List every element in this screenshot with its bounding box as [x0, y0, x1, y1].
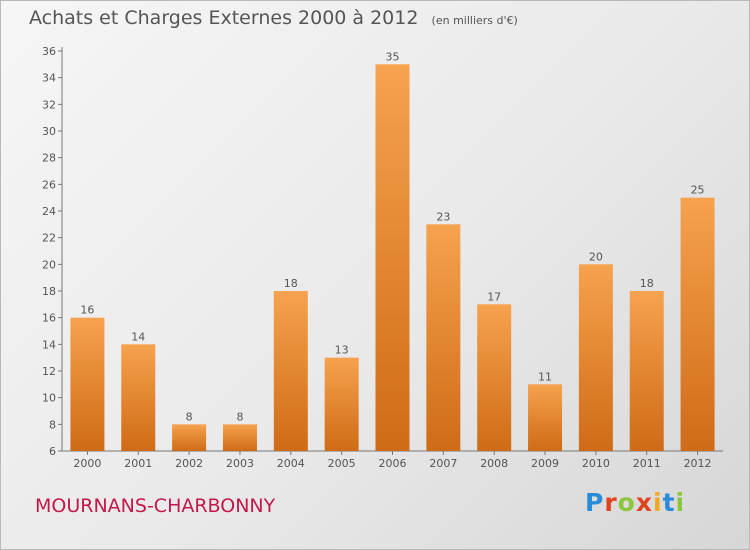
- x-tick-label: 2012: [684, 457, 712, 470]
- chart-subtitle: (en milliers d'€): [431, 14, 518, 27]
- x-tick-label: 2000: [73, 457, 101, 470]
- bar: [680, 197, 715, 451]
- data-label: 8: [186, 410, 193, 423]
- bar: [629, 291, 664, 451]
- x-tick-label: 2004: [277, 457, 305, 470]
- y-tick-label: 28: [42, 152, 56, 165]
- logo-letter: o: [617, 488, 636, 517]
- bar: [578, 264, 613, 451]
- y-tick-label: 14: [42, 338, 56, 351]
- x-tick-label: 2001: [124, 457, 152, 470]
- data-label: 18: [284, 277, 298, 290]
- logo-letter: t: [662, 488, 676, 517]
- x-tick-label: 2009: [531, 457, 559, 470]
- bar: [273, 291, 308, 451]
- data-label: 35: [386, 50, 400, 63]
- bar: [172, 424, 207, 451]
- title-line: Achats et Charges Externes 2000 à 2012 (…: [29, 7, 518, 29]
- x-tick-label: 2006: [379, 457, 407, 470]
- x-tick-label: 2007: [429, 457, 457, 470]
- y-tick-label: 26: [42, 178, 56, 191]
- data-label: 16: [80, 304, 94, 317]
- bar: [375, 64, 410, 452]
- data-label: 18: [640, 277, 654, 290]
- data-label: 25: [691, 184, 705, 197]
- x-tick-label: 2002: [175, 457, 203, 470]
- y-tick-label: 34: [42, 72, 56, 85]
- y-tick-label: 20: [42, 258, 56, 271]
- logo-letter: r: [604, 488, 618, 517]
- y-tick-label: 12: [42, 365, 56, 378]
- bar: [324, 357, 359, 451]
- data-label: 14: [131, 330, 145, 343]
- y-tick-label: 10: [42, 392, 56, 405]
- logo-letter: i: [653, 488, 663, 517]
- x-tick-label: 2011: [633, 457, 661, 470]
- logo-letter: P: [585, 488, 605, 517]
- logo-letter: i: [675, 488, 686, 517]
- y-tick-label: 16: [42, 312, 56, 325]
- city-name: MOURNANS-CHARBONNY: [35, 495, 276, 517]
- bar: [121, 344, 156, 451]
- x-tick-label: 2008: [480, 457, 508, 470]
- bar: [426, 224, 461, 451]
- y-tick-label: 36: [42, 45, 56, 58]
- bar: [222, 424, 257, 451]
- y-tick-label: 6: [49, 445, 56, 458]
- x-tick-label: 2003: [226, 457, 254, 470]
- y-tick-label: 32: [42, 98, 56, 111]
- proxiti-logo[interactable]: Proxiti: [585, 488, 685, 517]
- bar: [528, 384, 563, 451]
- y-tick-label: 8: [49, 418, 56, 431]
- data-label: 17: [487, 290, 501, 303]
- chart-title: Achats et Charges Externes 2000 à 2012: [29, 7, 419, 29]
- data-label: 23: [436, 210, 450, 223]
- y-tick-label: 18: [42, 285, 56, 298]
- y-tick-label: 22: [42, 232, 56, 245]
- x-tick-label: 2005: [328, 457, 356, 470]
- bar-layer: [70, 64, 715, 452]
- x-tick-label: 2010: [582, 457, 610, 470]
- label-layer: 2000 16 2001 14 2002 8 2003 8 2004 18 2005 13 2006 35…: [73, 50, 711, 470]
- data-label: 8: [236, 410, 243, 423]
- y-tick-label: 24: [42, 205, 56, 218]
- data-label: 13: [335, 344, 349, 357]
- y-tick-label: 30: [42, 125, 56, 138]
- logo-letter: x: [635, 488, 653, 517]
- bar: [70, 317, 105, 451]
- data-label: 11: [538, 370, 552, 383]
- bar: [477, 304, 512, 451]
- data-label: 20: [589, 250, 603, 263]
